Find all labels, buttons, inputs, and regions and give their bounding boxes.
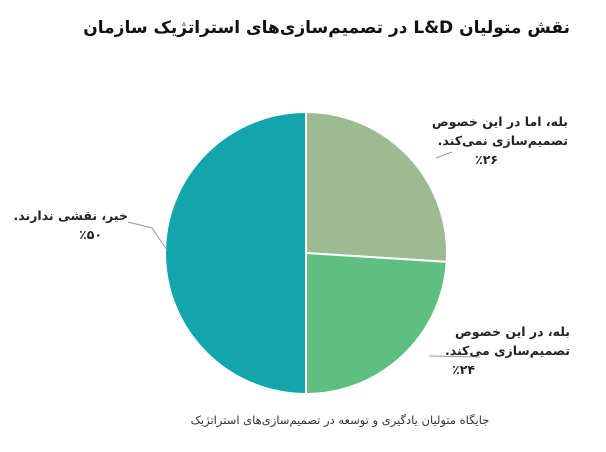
slice-value-2: ٪۵۰ xyxy=(79,227,102,242)
slice-label-1: بله، در این خصوص تصمیم‌سازی می‌کند. ٪۲۴ xyxy=(370,322,570,379)
slice-label-2: خیر، نقشی ندارند. ٪۵۰ xyxy=(8,206,128,244)
leader-line-2 xyxy=(127,221,168,251)
slice-value-1: ٪۲۴ xyxy=(452,362,475,377)
slice-value-0: ٪۲۶ xyxy=(475,152,498,167)
leader-line-1 xyxy=(428,355,481,358)
slice-label-2-line1: خیر، نقشی ندارند. xyxy=(13,208,128,223)
slice-label-0: بله، اما در این خصوص تصمیم‌سازی نمی‌کند.… xyxy=(368,112,568,169)
chart-title: نقش متولیان L&D در تصمیم‌سازی‌های استرات… xyxy=(83,18,570,38)
chart-caption: جایگاه متولیان یادگیری و توسعه در تصمیم‌… xyxy=(190,413,490,427)
slice-label-0-line1: بله، اما در این خصوص xyxy=(431,114,568,129)
slice-label-1-line2: تصمیم‌سازی می‌کند. xyxy=(444,343,570,358)
slice-label-0-line2: تصمیم‌سازی نمی‌کند. xyxy=(437,133,568,148)
pie-slice-1 xyxy=(305,251,448,396)
pie-slice-2 xyxy=(164,110,307,396)
leader-line-0 xyxy=(435,151,453,159)
pie-slice-0 xyxy=(305,110,448,263)
slice-label-1-line1: بله، در این خصوص xyxy=(455,324,570,339)
